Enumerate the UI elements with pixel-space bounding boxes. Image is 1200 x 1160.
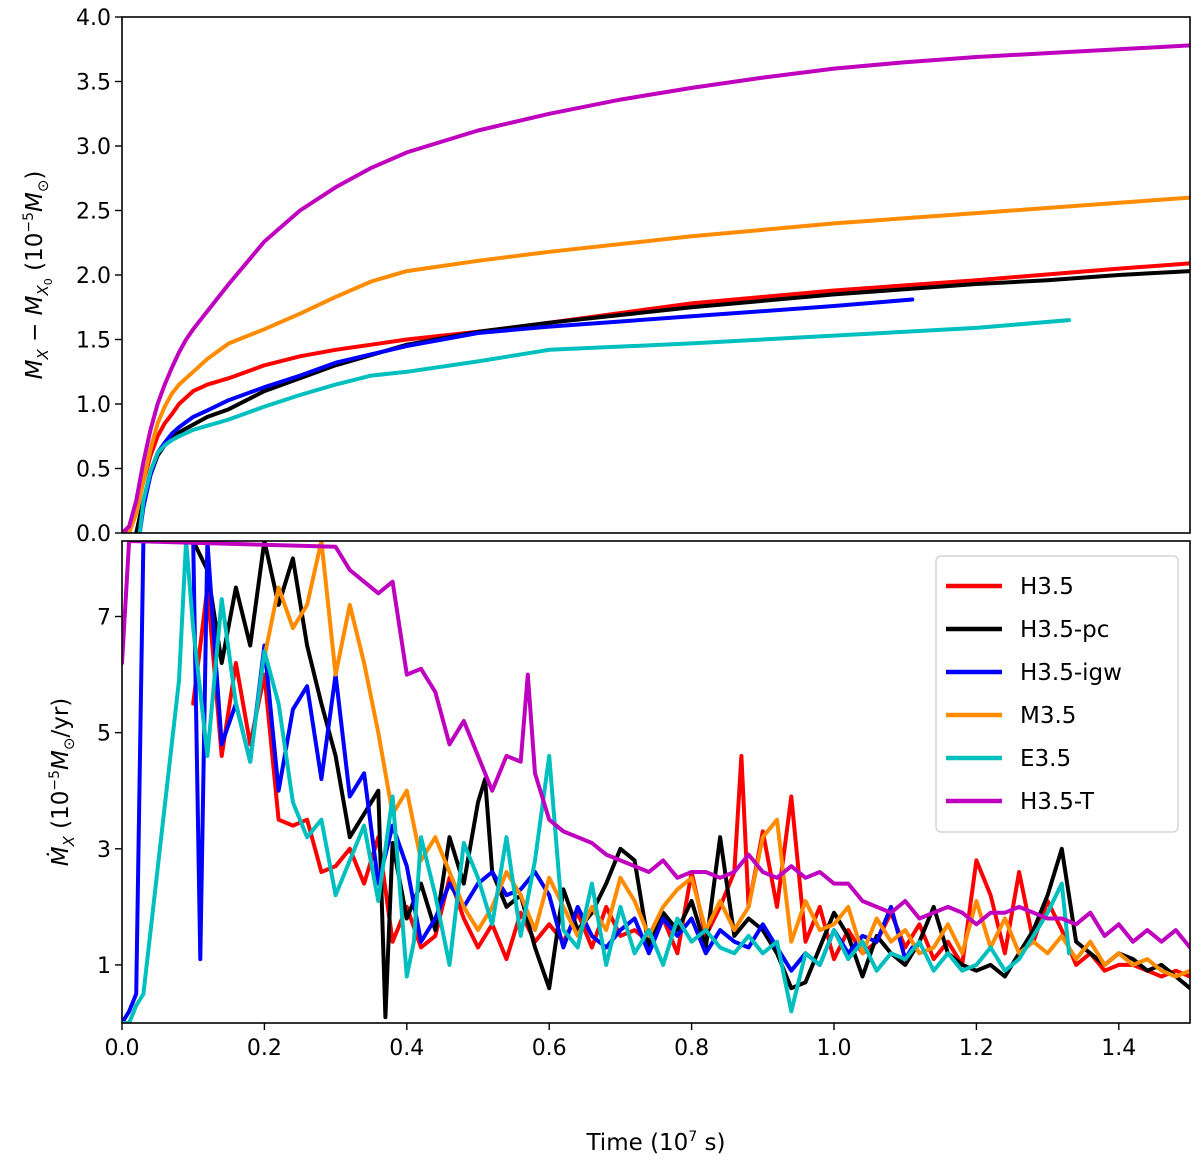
x-tick-label: 0.6 xyxy=(532,1036,567,1061)
top-series-line-h3-5-t xyxy=(122,43,1190,533)
x-tick-label: 0.0 xyxy=(105,1036,140,1061)
bottom-y-axis-ticks: 1 3 5 7 xyxy=(97,605,122,979)
legend-label-h3-5-t: H3.5-T xyxy=(1020,789,1095,815)
bottom-x-axis-ticks: 0.0 0.2 0.4 0.6 0.8 1.0 1.2 1.4 xyxy=(105,1023,1136,1061)
bottom-y-axis-label: ṀX (10−5M⊙/yr) xyxy=(46,698,78,867)
top-y-tick-label: 2.5 xyxy=(76,200,111,225)
legend-label-h3-5: H3.5 xyxy=(1020,574,1074,600)
x-tick-label: 1.2 xyxy=(959,1036,994,1061)
top-y-tick-label: 1.0 xyxy=(76,393,111,418)
top-y-tick-label: 3.0 xyxy=(76,135,111,160)
top-y-axis-label: MX − MX0 (10−5M⊙) xyxy=(21,171,55,380)
top-y-tick-label: 2.0 xyxy=(76,264,111,289)
top-y-tick-label: 0.0 xyxy=(76,522,111,547)
legend-label-h3-5-igw: H3.5-igw xyxy=(1020,660,1122,686)
bottom-y-tick-label: 3 xyxy=(97,838,111,863)
x-tick-label: 0.8 xyxy=(674,1036,709,1061)
x-axis-label: Time (107 s) xyxy=(585,1129,725,1156)
legend: H3.5 H3.5-pc H3.5-igw M3.5 E3.5 H3.5-T xyxy=(935,555,1179,833)
top-panel: 0.0 0.5 1.0 1.5 2.0 2.5 3.0 3.5 4.0 MX − MX0 (10… xyxy=(21,6,1191,547)
top-y-tick-label: 4.0 xyxy=(76,6,111,31)
legend-label-e3-5: E3.5 xyxy=(1020,746,1071,772)
top-y-tick-label: 0.5 xyxy=(76,458,111,483)
bottom-series-line-h3-5-t xyxy=(122,541,1190,950)
legend-box xyxy=(935,555,1179,833)
legend-entries: H3.5 H3.5-pc H3.5-igw M3.5 E3.5 H3.5-T xyxy=(946,574,1122,815)
top-series-line-e3-5 xyxy=(137,318,1071,533)
bottom-plot-frame xyxy=(121,540,1191,1024)
bottom-y-tick-label: 7 xyxy=(97,605,111,630)
legend-label-m3-5: M3.5 xyxy=(1020,703,1076,729)
top-y-axis-ticks: 0.0 0.5 1.0 1.5 2.0 2.5 3.0 3.5 4.0 xyxy=(76,6,122,547)
bottom-y-tick-label: 5 xyxy=(97,722,111,747)
bottom-series-line-e3-5 xyxy=(122,541,1071,1023)
top-y-tick-label: 1.5 xyxy=(76,329,111,354)
x-tick-label: 0.2 xyxy=(247,1036,282,1061)
bottom-series-group xyxy=(122,541,1190,1023)
bottom-y-tick-label: 1 xyxy=(97,954,111,979)
x-tick-label: 1.4 xyxy=(1101,1036,1136,1061)
top-series-group xyxy=(122,43,1190,533)
top-y-tick-label: 3.5 xyxy=(76,71,111,96)
legend-label-h3-5-pc: H3.5-pc xyxy=(1020,617,1109,643)
x-tick-label: 1.0 xyxy=(817,1036,852,1061)
top-series-line-m3-5 xyxy=(127,195,1190,533)
bottom-panel: 1 3 5 7 0.0 0.2 0.4 0.6 0.8 1.0 1.2 1.4 ṀX (10−5M⊙… xyxy=(46,540,1191,1156)
x-tick-label: 0.4 xyxy=(389,1036,424,1061)
